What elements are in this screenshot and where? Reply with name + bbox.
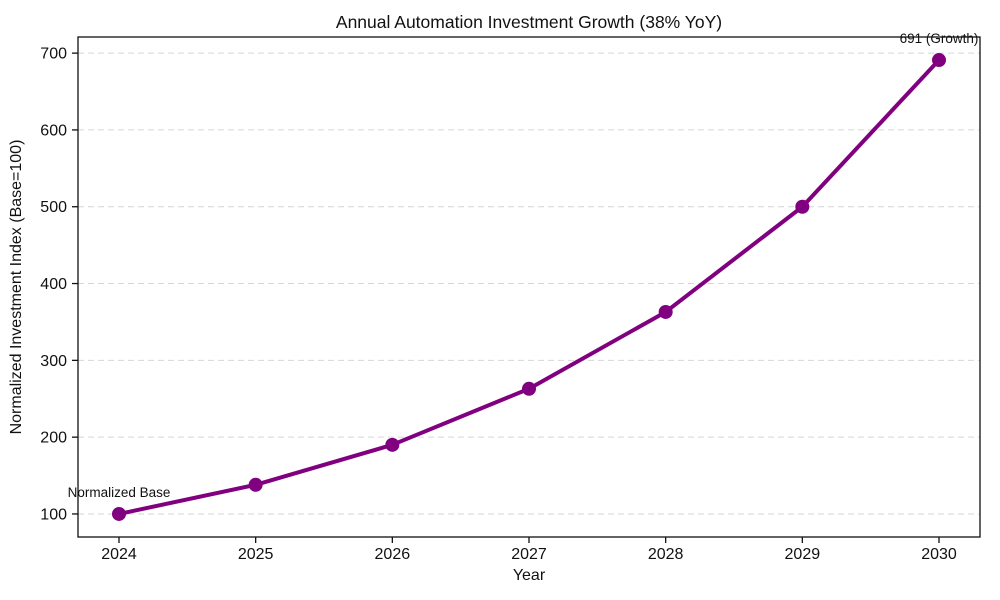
x-tick-label-2029: 2029 (785, 546, 821, 563)
series-line (117, 58, 941, 516)
annotation-0: Normalized Base (68, 485, 171, 500)
y-tick-label-200: 200 (40, 430, 67, 447)
chart-title: Annual Automation Investment Growth (38%… (336, 12, 722, 32)
x-tick-label-2030: 2030 (921, 546, 957, 563)
tick-marks (72, 52, 940, 543)
x-tick-label-2025: 2025 (238, 546, 274, 563)
annotations: Normalized Base 691 (Growth) (68, 31, 979, 500)
annotation-1: 691 (Growth) (900, 31, 979, 46)
data-point-2027 (522, 381, 536, 396)
y-axis-label: Normalized Investment Index (Base=100) (8, 140, 25, 435)
gridlines (78, 52, 980, 515)
data-point-2024 (112, 506, 126, 521)
plot-border (77, 36, 981, 538)
y-tick-label-700: 700 (40, 46, 67, 63)
x-tick-label-2024: 2024 (101, 546, 137, 563)
data-point-2026 (385, 437, 400, 452)
x-tick-label-2028: 2028 (648, 546, 684, 563)
y-tick-label-100: 100 (40, 506, 67, 523)
y-tick-label-500: 500 (40, 199, 67, 216)
data-point-2029 (795, 199, 810, 214)
y-tick-label-600: 600 (40, 122, 67, 139)
data-series (112, 53, 946, 521)
data-point-2030 (932, 53, 946, 68)
x-tick-label-2027: 2027 (511, 546, 547, 563)
tick-labels: 2024 2025 2026 2027 2028 2029 2030 100 200 300 400… (40, 46, 957, 563)
axes-frame (77, 36, 981, 538)
data-point-2028 (658, 304, 673, 319)
x-axis-label: Year (513, 567, 546, 584)
x-tick-label-2026: 2026 (375, 546, 411, 563)
data-point-2025 (248, 477, 263, 492)
y-tick-label-300: 300 (40, 353, 67, 370)
y-tick-label-400: 400 (40, 276, 67, 293)
